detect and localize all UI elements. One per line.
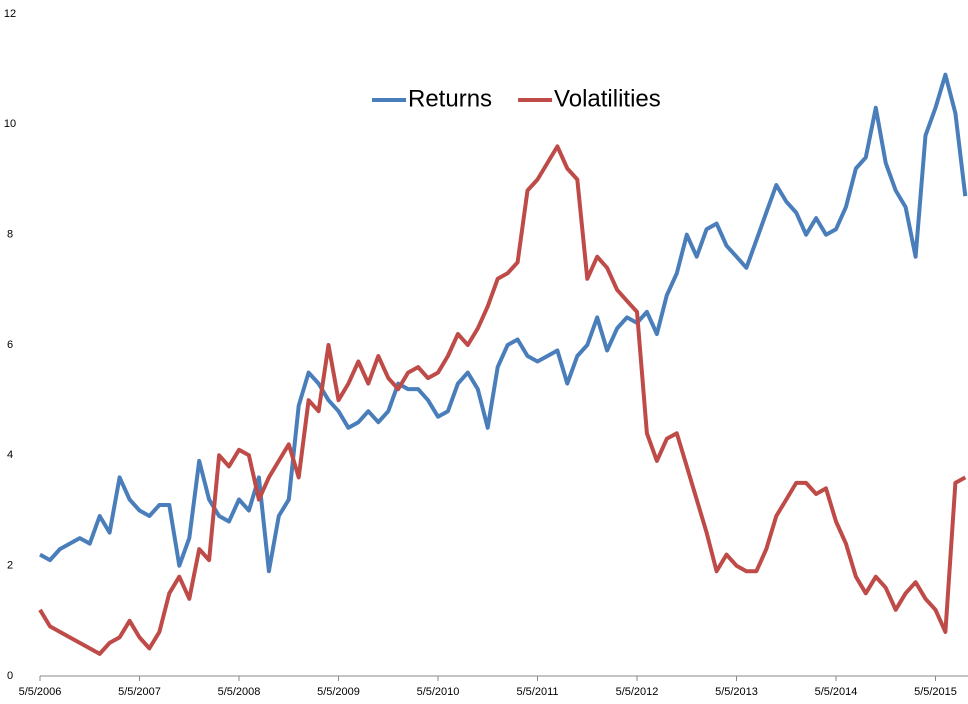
x-tick-label: 5/5/2014	[815, 686, 858, 698]
legend-label: Returns	[408, 85, 492, 112]
legend-label: Volatilities	[554, 85, 661, 112]
y-tick-label: 12	[4, 8, 16, 20]
y-tick-label: 0	[7, 670, 13, 682]
line-series	[39, 72, 968, 574]
x-tick-label: 5/5/2009	[317, 686, 360, 698]
y-tick-label: 6	[7, 339, 13, 351]
x-tick-label: 5/5/2008	[218, 686, 261, 698]
x-tick-label: 5/5/2013	[715, 686, 758, 698]
x-tick-label: 5/5/2007	[118, 686, 161, 698]
x-tick-label: 5/5/2012	[616, 686, 659, 698]
x-tick-label: 5/5/2010	[417, 686, 460, 698]
x-tick-label: 5/5/2015	[914, 686, 957, 698]
y-tick-label: 2	[7, 560, 13, 572]
line-series	[38, 144, 967, 656]
x-tick-label: 5/5/2006	[19, 686, 62, 698]
y-tick-label: 4	[7, 449, 13, 461]
y-tick-label: 10	[4, 118, 16, 130]
x-tick-label: 5/5/2011	[516, 686, 558, 698]
y-tick-label: 8	[7, 229, 13, 241]
